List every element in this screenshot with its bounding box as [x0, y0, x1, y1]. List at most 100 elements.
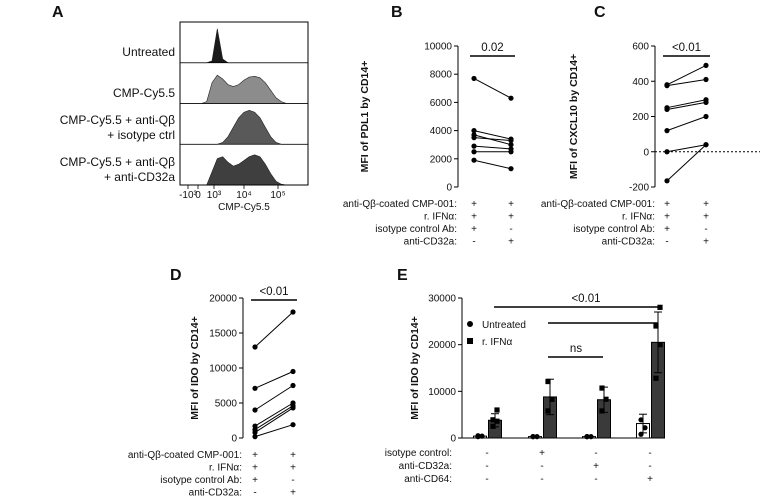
condition-value-2-0: +	[664, 224, 670, 235]
pair-line-2	[666, 99, 707, 109]
pair-point-after-1	[290, 368, 296, 375]
condition-value-0-0: -	[485, 448, 488, 459]
histogram-x-tick-label-2: 10³	[207, 190, 222, 201]
pair-point-after-6	[703, 142, 709, 148]
pair-point-after-4	[703, 113, 709, 120]
condition-value-1-1: +	[703, 212, 709, 223]
condition-label-0: isotype control:	[385, 448, 452, 459]
pair-line-6	[254, 424, 294, 438]
pair-point-after-5	[290, 405, 296, 411]
condition-value-1-0: -	[485, 461, 488, 472]
condition-value-2-2: -	[594, 474, 597, 485]
pair-point-after-2	[290, 382, 296, 389]
point-ifna-0-3	[494, 407, 500, 413]
histogram-x-tick-label-1: 0	[195, 190, 201, 201]
pair-point-before-1	[664, 83, 670, 89]
point-ifna-0-0	[490, 423, 496, 429]
y-tick-label-2: 10000	[209, 364, 237, 375]
legend-marker-untreated	[467, 321, 473, 327]
pair-point-after-0	[290, 309, 296, 315]
y-tick-label-0: 0	[446, 183, 452, 194]
condition-value-0-0: +	[664, 199, 670, 210]
point-untreated-1-2	[530, 434, 536, 440]
y-tick-label-0: 0	[231, 434, 237, 445]
pair-point-after-1	[703, 76, 709, 83]
pair-point-before-0	[471, 75, 477, 82]
pair-point-before-4	[664, 128, 670, 134]
condition-label-2: anti-CD64:	[404, 474, 452, 485]
condition-value-2-0: +	[471, 224, 477, 235]
pair-line-1	[473, 130, 512, 140]
condition-value-1-1: +	[508, 212, 514, 223]
condition-value-1-0: +	[664, 212, 670, 223]
point-untreated-0-2	[475, 433, 481, 439]
panel-e-ido-bars: 0 10000 20000 30000 MFI of IDO by CD14+ Untre…	[385, 293, 665, 485]
pair-point-before-3	[471, 135, 477, 141]
y-tick-label-4: 20000	[209, 294, 237, 305]
pair-line-0	[473, 77, 512, 99]
significance-label: <0.01	[672, 42, 701, 54]
condition-label-1: r. IFNα:	[622, 212, 655, 223]
y-tick-label-5: 10000	[424, 42, 452, 53]
condition-label-3: anti-CD32a:	[602, 237, 655, 248]
y-axis-label: MFI of IDO by CD14+	[189, 316, 201, 420]
condition-value-0-1: +	[703, 199, 709, 210]
condition-value-2-0: -	[485, 474, 488, 485]
condition-value-0-2: -	[594, 448, 597, 459]
point-untreated-3-1	[642, 425, 648, 431]
histogram-label-isotype-line1: CMP-Cy5.5 + anti-Qβ	[60, 113, 175, 127]
condition-label-0: anti-Qβ-coated CMP-001:	[128, 450, 242, 461]
condition-label-1: anti-CD32a:	[399, 461, 452, 472]
pair-line-5	[666, 144, 707, 153]
panel-d-ido: 0 5000 10000 15000 20000 MFI of IDO by CD14+ <…	[128, 286, 297, 499]
y-tick-label-2: 4000	[430, 126, 453, 137]
pair-line-0	[254, 311, 294, 348]
condition-label-3: anti-CD32a:	[189, 488, 242, 499]
significance-label: 0.02	[481, 42, 503, 54]
condition-value-0-1: +	[508, 199, 514, 210]
histogram-label-untreated: Untreated	[122, 45, 175, 59]
point-untreated-3-2	[638, 417, 644, 423]
pair-point-before-1	[252, 385, 258, 391]
condition-value-1-1: -	[540, 461, 543, 472]
pair-line-4	[473, 145, 512, 150]
point-ifna-1-0	[545, 408, 551, 414]
y-tick-label-4: 600	[632, 42, 649, 53]
pair-point-before-4	[471, 143, 477, 149]
panel-letter-a: A	[52, 4, 64, 21]
pair-line-6	[666, 144, 707, 182]
histogram-label-cd32a-line1: CMP-Cy5.5 + anti-Qβ	[60, 155, 175, 169]
condition-label-2: isotype control Ab:	[375, 224, 457, 235]
condition-value-0-1: +	[290, 450, 296, 461]
pair-line-2	[254, 385, 294, 411]
pair-line-3	[473, 137, 512, 141]
condition-value-0-0: +	[252, 450, 258, 461]
pair-point-before-6	[471, 157, 477, 163]
pair-line-1	[666, 78, 707, 87]
condition-label-0: anti-Qβ-coated CMP-001:	[343, 199, 457, 210]
y-tick-label-3: 6000	[430, 98, 453, 109]
pair-point-before-5	[252, 429, 258, 435]
histogram-x-tick-label-0: -10³	[179, 190, 197, 201]
panel-letter-e: E	[397, 267, 408, 284]
point-untreated-0-1	[479, 433, 485, 439]
point-ifna-0-2	[490, 417, 496, 423]
point-ifna-3-0	[653, 375, 659, 381]
condition-value-1-3: -	[648, 461, 651, 472]
pair-point-after-3	[508, 137, 514, 144]
condition-value-3-1: +	[508, 237, 514, 248]
point-ifna-2-2	[599, 385, 605, 391]
condition-value-1-0: +	[471, 212, 477, 223]
y-tick-label-3: 15000	[209, 329, 237, 340]
pair-line-3	[666, 101, 707, 110]
pair-point-before-0	[252, 344, 258, 350]
histogram-label-isotype-line2: + isotype ctrl	[107, 128, 175, 142]
condition-value-3-0: -	[472, 237, 475, 248]
legend-marker-ifna	[467, 338, 473, 344]
point-untreated-1-1	[534, 434, 540, 440]
pair-point-after-6	[290, 422, 296, 428]
y-tick-label-1: 10000	[428, 387, 456, 398]
pair-point-before-6	[664, 178, 670, 184]
y-tick-label-2: 200	[632, 112, 649, 123]
pair-line-4	[666, 116, 707, 132]
